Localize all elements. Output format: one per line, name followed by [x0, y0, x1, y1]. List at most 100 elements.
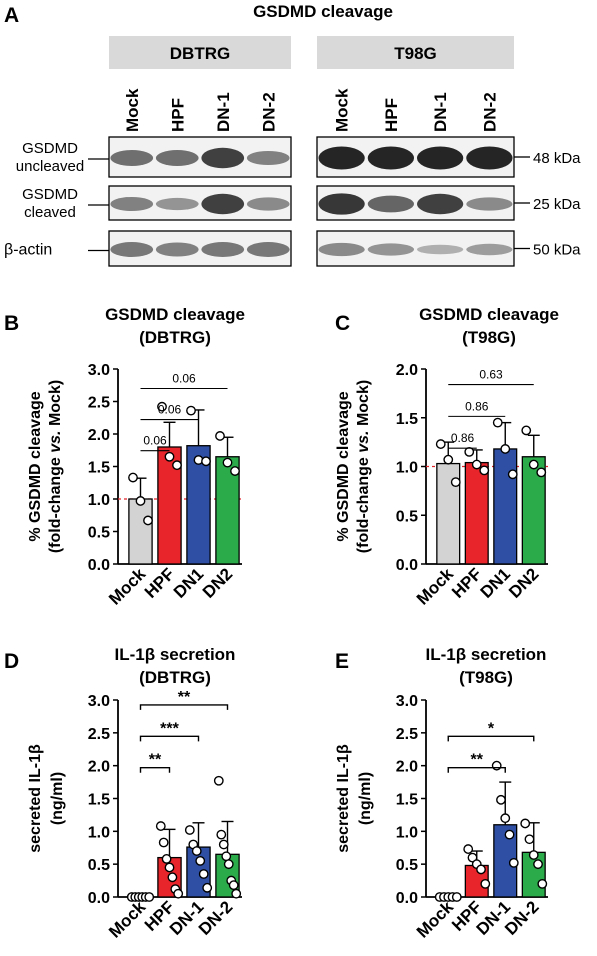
row-label: GSDMD [22, 140, 78, 157]
data-point [230, 466, 240, 476]
data-point [500, 813, 511, 824]
western-blot-panel: A GSDMD cleavage DBTRG Mock HPF DN-1 DN-2 T98G M… [4, 2, 581, 267]
y-tick-label: 0.5 [88, 857, 110, 874]
y-tick-label: 0.5 [396, 857, 418, 874]
category-label: HPF [141, 564, 178, 601]
row-label: β-actin [4, 242, 52, 259]
data-point [528, 850, 539, 860]
data-point [155, 821, 166, 831]
blot-band [318, 193, 365, 215]
lane-label: HPF [382, 98, 401, 132]
y-tick-label: 2.0 [88, 759, 110, 776]
data-point [144, 892, 155, 902]
y-tick-label: 2.5 [396, 726, 418, 743]
y-tick-label: 1.5 [88, 792, 110, 809]
blot-band [201, 242, 245, 257]
category-label: DN2 [505, 564, 542, 601]
blot-band [110, 242, 154, 257]
chart-title: IL-1β secretion [426, 645, 547, 664]
data-point [215, 431, 225, 441]
data-point [158, 837, 169, 848]
blot-band [416, 146, 464, 170]
y-axis-label: secreted IL-1β [27, 744, 44, 853]
blot-band [155, 150, 199, 166]
chart-panel-e: E IL-1β secretion (T98G) secreted IL-1β (ng/… [335, 645, 548, 942]
panel-letter-d: D [4, 650, 19, 673]
y-axis-label-part: vs. [47, 430, 64, 452]
blot-band [367, 195, 415, 213]
row-label: cleaved [24, 204, 76, 221]
y-axis-label-part: Mock) [355, 380, 372, 431]
data-point [195, 855, 206, 866]
data-point [450, 477, 461, 487]
bar [128, 498, 153, 565]
data-point [480, 878, 491, 889]
blot-band [110, 196, 154, 212]
blot-band [466, 146, 513, 170]
panel-letter-e: E [335, 650, 349, 673]
y-tick-label: 0.0 [396, 557, 418, 574]
chart-title: IL-1β secretion [115, 645, 236, 664]
data-point [521, 425, 532, 436]
y-axis-label: % GSDMD cleavage [335, 391, 352, 541]
data-point [533, 859, 543, 870]
blot-title: GSDMD cleavage [253, 2, 393, 21]
blot-band [367, 243, 415, 256]
data-point [218, 839, 229, 850]
significance-label: ** [178, 689, 191, 706]
y-axis-label: secreted IL-1β [335, 744, 352, 853]
data-point [464, 446, 475, 457]
blot-band [318, 146, 365, 170]
data-point [536, 467, 547, 478]
panel-letter-b: B [4, 312, 19, 335]
data-point [161, 854, 172, 864]
data-point [537, 878, 548, 889]
lane-label: Mock [123, 88, 142, 132]
significance-label: ** [149, 752, 162, 769]
blot-band [201, 147, 245, 169]
chart-subtitle: (DBTRG) [139, 328, 211, 347]
data-point [157, 401, 167, 412]
chart-panel-d: D IL-1β secretion (DBTRG) secreted IL-1β (ng… [4, 645, 242, 942]
y-axis-label: (ng/ml) [49, 772, 66, 825]
data-point [186, 405, 196, 416]
data-point [524, 834, 535, 845]
chart-subtitle: (T98G) [459, 668, 513, 687]
blot-band [318, 242, 365, 257]
y-tick-label: 2.0 [88, 427, 110, 444]
chart-subtitle: (T98G) [462, 328, 516, 347]
blot-band [201, 193, 245, 215]
data-point [520, 818, 531, 829]
blot-band [246, 197, 290, 211]
bar [493, 448, 518, 565]
chart-title: GSDMD cleavage [419, 305, 559, 324]
p-value-label: 0.86 [451, 431, 475, 445]
y-tick-label: 0.0 [88, 890, 110, 907]
y-axis-label: % GSDMD cleavage [27, 391, 44, 541]
blot-band [416, 244, 464, 255]
row-label: uncleaved [16, 158, 84, 175]
cell-line-header-0 [109, 36, 291, 69]
y-tick-label: 3.0 [396, 693, 418, 710]
y-axis-label-part: vs. [355, 430, 372, 452]
y-tick-label: 0.5 [396, 508, 418, 525]
molecular-weight-label: 50 kDa [533, 242, 581, 259]
y-tick-label: 2.5 [88, 395, 110, 412]
blot-band [367, 146, 415, 170]
data-point [173, 888, 184, 899]
bar-charts: B GSDMD cleavage(DBTRG)% GSDMD cleavage (f… [4, 305, 559, 942]
y-axis-label: (fold-change vs. Mock) [355, 380, 372, 553]
y-tick-label: 2.0 [396, 362, 418, 379]
y-tick-label: 1.5 [396, 411, 418, 428]
data-point [164, 451, 175, 462]
data-point [492, 417, 503, 428]
data-point [500, 444, 511, 454]
lane-label: DN-2 [259, 92, 278, 132]
p-value-label: 0.86 [465, 399, 489, 413]
data-point [435, 439, 446, 449]
row-label: GSDMD [22, 186, 78, 203]
blot-band [155, 242, 199, 257]
lane-label: DN-1 [431, 92, 450, 132]
category-label: DN1 [170, 564, 207, 601]
data-point [221, 851, 232, 862]
